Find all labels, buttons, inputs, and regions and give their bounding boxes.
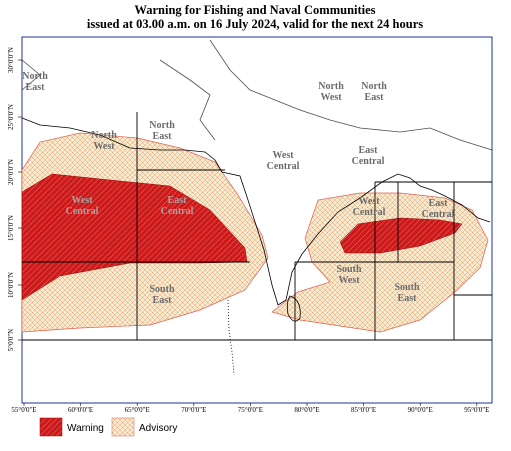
region-label-line: Central xyxy=(267,161,300,172)
region-label: East Central xyxy=(422,198,455,220)
region-label-line: West xyxy=(338,275,360,286)
region-label-line: North xyxy=(149,120,175,131)
lon-label: 70°0'0"E xyxy=(181,406,206,414)
region-label-line: East xyxy=(168,195,188,206)
region-label-line: East xyxy=(429,198,449,209)
legend-swatch xyxy=(111,417,135,437)
legend-label: Advisory xyxy=(139,423,177,434)
region-label-line: West xyxy=(272,150,294,161)
region-label-line: North xyxy=(361,81,387,92)
legend-swatch xyxy=(39,417,63,437)
lon-label: 80°0'0"E xyxy=(294,406,319,414)
lon-label: 75°0'0"E xyxy=(238,406,263,414)
lat-label: 15°0'0"N xyxy=(7,215,15,241)
region-label-line: South xyxy=(149,284,174,295)
region-label: North East xyxy=(149,120,175,142)
lon-label: 95°0'0"E xyxy=(464,406,489,414)
region-label-line: Central xyxy=(352,156,385,167)
legend-label: Warning xyxy=(67,423,104,434)
region-label: South East xyxy=(394,282,419,304)
region-label-line: South xyxy=(336,264,361,275)
region-label-line: West xyxy=(71,195,93,206)
lon-label: 60°0'0"E xyxy=(68,406,93,414)
region-label-line: Central xyxy=(66,206,99,217)
region-label: North West xyxy=(91,130,117,152)
region-label-line: East xyxy=(398,293,418,304)
border-line xyxy=(209,39,493,151)
border-line xyxy=(21,59,216,141)
warning-area xyxy=(339,217,463,254)
region-label-line: Central xyxy=(353,207,386,218)
lon-label: 55°0'0"E xyxy=(11,406,36,414)
title-line: issued at 03.00 a.m. on 16 July 2024, va… xyxy=(87,17,423,31)
region-label-line: Central xyxy=(422,209,455,220)
region-label: North West xyxy=(318,81,344,103)
islands xyxy=(227,299,235,376)
region-label: West Central xyxy=(267,150,300,172)
region-label-line: North xyxy=(91,130,117,141)
lat-label: 30°0'0"N xyxy=(7,47,15,73)
lon-label: 90°0'0"E xyxy=(408,406,433,414)
region-label: East Central xyxy=(161,195,194,217)
region-label-line: West xyxy=(93,141,115,152)
region-label-line: East xyxy=(359,145,379,156)
lon-label: 85°0'0"E xyxy=(351,406,376,414)
region-label-line: North xyxy=(318,81,344,92)
region-label: North East xyxy=(22,71,48,93)
title-line: Warning for Fishing and Naval Communitie… xyxy=(134,3,375,17)
region-label-line: South xyxy=(394,282,419,293)
region-label-line: East xyxy=(153,295,173,306)
region-label-line: West xyxy=(320,92,342,103)
lat-label: 20°0'0"N xyxy=(7,159,15,185)
lat-label: 10°0'0"N xyxy=(7,272,15,298)
region-label-line: Central xyxy=(161,206,194,217)
region-label-line: East xyxy=(153,131,173,142)
lon-label: 65°0'0"E xyxy=(125,406,150,414)
region-label: West Central xyxy=(66,195,99,217)
region-label-line: East xyxy=(365,92,385,103)
region-label-line: North xyxy=(22,71,48,82)
region-label: North East xyxy=(361,81,387,103)
coastline xyxy=(286,295,301,322)
region-label: West Central xyxy=(353,196,386,218)
region-label-line: West xyxy=(358,196,380,207)
coastline xyxy=(21,117,491,306)
region-label: South East xyxy=(149,284,174,306)
lat-label: 5°0'0"N xyxy=(7,329,15,351)
region-label-line: East xyxy=(26,82,46,93)
region-label: East Central xyxy=(352,145,385,167)
region-label: South West xyxy=(336,264,361,286)
lat-label: 25°0'0"N xyxy=(7,104,15,130)
warning-area xyxy=(21,173,248,301)
